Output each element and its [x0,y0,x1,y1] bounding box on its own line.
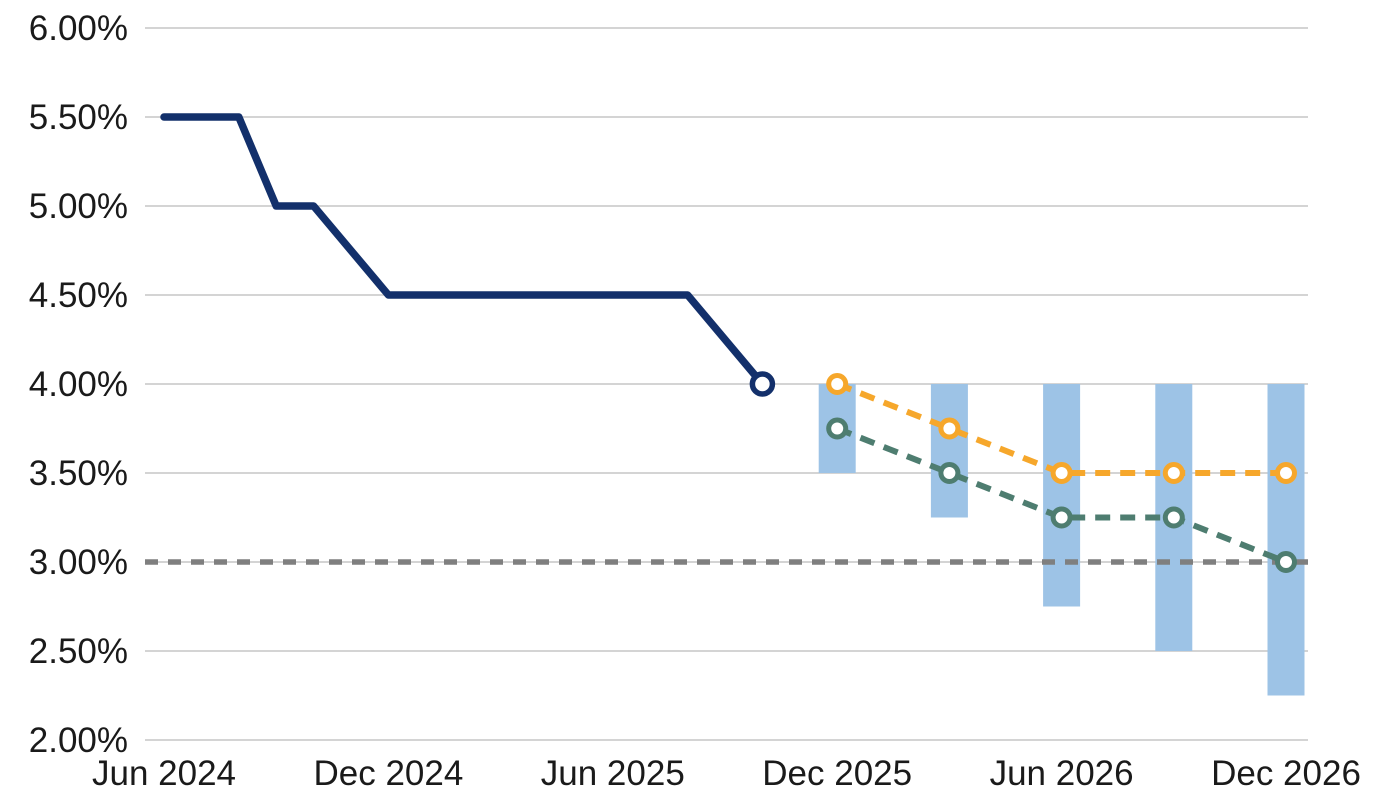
orange-dashed-projection-marker [1162,462,1185,484]
orange-dashed-projection-marker [1050,462,1073,484]
x-tick-label: Dec 2026 [1211,754,1361,793]
orange-dashed-projection-marker [826,373,849,395]
y-axis-tick-labels: 6.00% 5.50% 5.00% 4.50% 4.00% 3.50% 3.00% 2.50%… [29,9,128,760]
y-tick-label: 2.50% [29,632,128,671]
teal-dashed-projection-marker [826,417,849,440]
teal-dashed-projection-line [836,425,1288,565]
y-tick-label: 5.50% [29,98,128,137]
navy-solid-historical-rate-end-marker [749,371,776,397]
x-tick-label: Dec 2024 [313,754,463,793]
y-tick-label: 3.00% [29,543,128,582]
y-tick-label: 3.50% [29,454,128,493]
orange-dashed-projection-marker [1275,462,1297,484]
teal-dashed-projection-marker [1275,551,1297,573]
x-tick-label: Jun 2026 [990,754,1134,793]
navy-solid-historical-rate-line [160,113,767,388]
y-tick-label: 5.00% [29,187,128,226]
range-bar [1043,384,1081,607]
teal-dashed-projection-marker [1162,506,1185,529]
series-navy-solid-historical-rate [160,113,776,397]
orange-dashed-projection-marker [938,417,961,440]
x-tick-label: Jun 2024 [92,754,236,793]
series-orange-dashed-projection [826,373,1297,484]
x-tick-label: Dec 2025 [762,754,912,793]
series-teal-dashed-projection [826,417,1297,573]
x-tick-label: Jun 2025 [541,754,685,793]
projection-range-bars [818,384,1305,696]
orange-dashed-projection-line [836,381,1286,476]
x-axis-tick-labels: Jun 2024 Dec 2024 Jun 2025 Dec 2025 Jun 2026… [92,754,1361,793]
y-gridlines [145,27,1308,741]
range-bar [1267,384,1305,696]
teal-dashed-projection-marker [1050,506,1073,529]
y-tick-label: 6.00% [29,9,128,48]
y-tick-label: 4.50% [29,276,128,315]
y-tick-label: 2.00% [29,721,128,760]
teal-dashed-projection-marker [938,462,961,484]
y-tick-label: 4.00% [29,365,128,404]
range-bar [930,384,968,518]
